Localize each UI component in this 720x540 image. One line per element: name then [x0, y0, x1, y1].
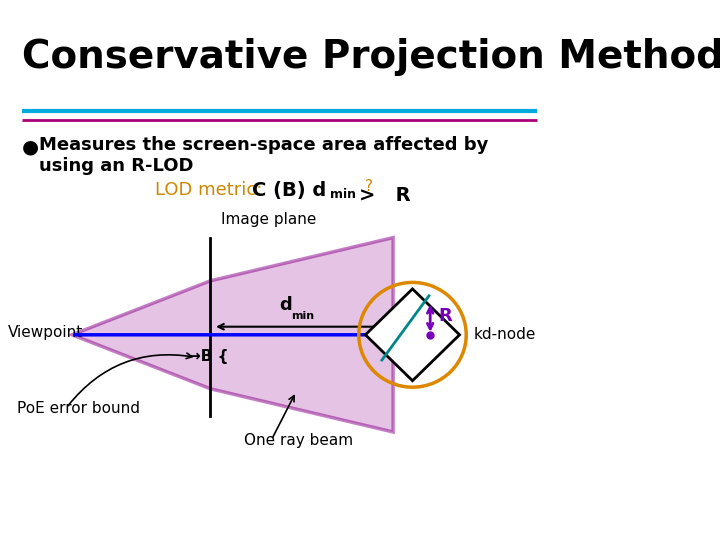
Polygon shape	[72, 238, 393, 432]
Text: using an R-LOD: using an R-LOD	[39, 157, 193, 174]
Text: R: R	[438, 307, 452, 325]
Text: kd-node: kd-node	[473, 327, 536, 342]
Text: PoE error bound: PoE error bound	[17, 401, 140, 416]
Text: LOD metric:: LOD metric:	[155, 181, 268, 199]
Text: ?: ?	[366, 179, 374, 194]
Polygon shape	[366, 289, 459, 381]
Text: One ray beam: One ray beam	[243, 434, 353, 449]
Text: >   R: > R	[359, 186, 410, 205]
Text: Measures the screen-space area affected by: Measures the screen-space area affected …	[39, 136, 488, 154]
Text: C (B) d: C (B) d	[252, 181, 326, 200]
Text: ●: ●	[22, 138, 39, 157]
Text: →B {: →B {	[188, 349, 229, 364]
Text: Image plane: Image plane	[222, 212, 317, 227]
Text: Conservative Projection Method: Conservative Projection Method	[22, 38, 720, 76]
Text: Viewpoint: Viewpoint	[9, 325, 84, 340]
Text: min: min	[330, 188, 356, 201]
Text: d: d	[279, 296, 292, 314]
Text: min: min	[291, 310, 314, 321]
